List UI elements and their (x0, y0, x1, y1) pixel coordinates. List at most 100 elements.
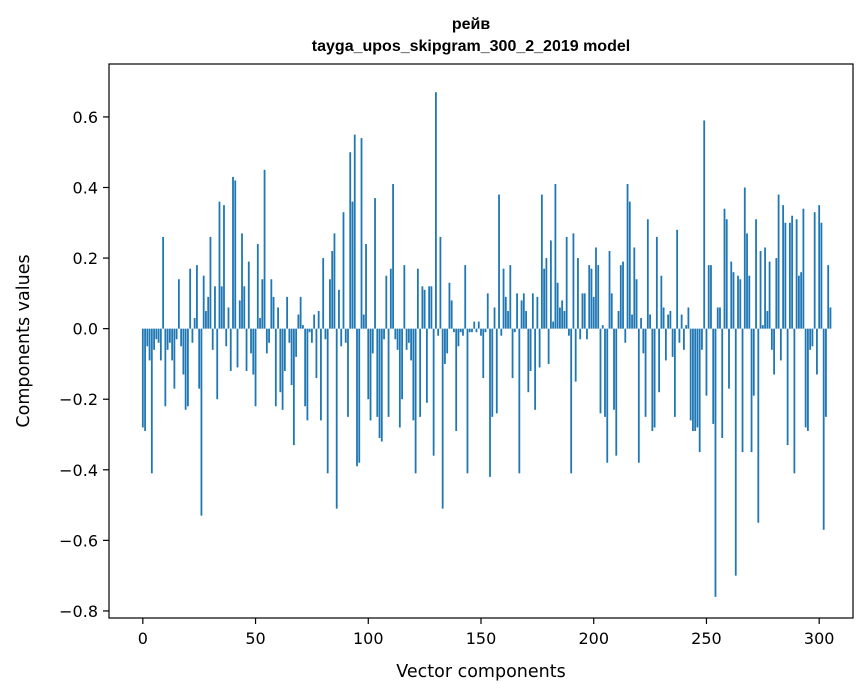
bar-96 (358, 328, 361, 463)
bar-205 (604, 328, 606, 417)
bar-86 (335, 328, 338, 509)
bar-19 (184, 328, 187, 410)
bar-142 (462, 328, 464, 336)
bar-56 (268, 328, 270, 343)
bar-298 (813, 212, 816, 329)
bar-16 (177, 279, 180, 329)
bar-44 (241, 233, 243, 329)
bar-254 (714, 328, 717, 597)
bar-93 (351, 201, 354, 329)
bar-277 (766, 311, 769, 329)
bar-151 (482, 328, 485, 379)
bar-77 (315, 328, 318, 379)
bar-143 (464, 265, 467, 329)
bar-296 (809, 328, 812, 350)
bar-228 (655, 236, 658, 329)
bar-109 (387, 328, 390, 417)
bar-299 (816, 328, 818, 375)
bar-153 (486, 293, 489, 329)
bar-2 (146, 328, 149, 347)
bar-33 (216, 328, 219, 400)
bar-31 (211, 328, 214, 350)
bar-66 (290, 328, 293, 386)
chart-subtitle: tayga_upos_skipgram_300_2_2019 model (312, 38, 630, 55)
bar-300 (818, 205, 821, 329)
bar-59 (274, 328, 277, 407)
bar-180 (547, 328, 550, 364)
bar-275 (761, 325, 764, 329)
bar-210 (615, 328, 618, 456)
bar-223 (644, 328, 647, 417)
bar-75 (311, 328, 313, 343)
bar-4 (150, 328, 153, 474)
bar-39 (229, 328, 232, 371)
bar-214 (624, 328, 627, 343)
bar-168 (520, 300, 523, 329)
bar-186 (561, 300, 564, 329)
bar-247 (698, 328, 701, 453)
bar-12 (168, 328, 171, 343)
bar-171 (527, 328, 530, 393)
bar-218 (633, 247, 636, 329)
bar-188 (565, 236, 568, 329)
bar-200 (592, 296, 595, 329)
bar-181 (549, 240, 552, 329)
bar-67 (292, 328, 295, 446)
bar-99 (365, 243, 367, 329)
y-tick-label: −0.8 (59, 602, 98, 621)
bar-250 (705, 328, 708, 396)
y-tick-label: 0.0 (73, 320, 98, 339)
bars-group (141, 92, 832, 597)
bar-115 (401, 328, 403, 400)
bar-7 (157, 328, 160, 343)
bar-270 (750, 328, 753, 453)
bar-158 (498, 194, 500, 329)
bar-243 (689, 328, 692, 421)
bar-82 (326, 328, 329, 474)
bar-43 (238, 300, 241, 329)
bar-258 (723, 208, 726, 329)
bar-293 (802, 208, 805, 329)
bar-125 (423, 289, 426, 329)
bar-213 (622, 261, 624, 329)
bar-235 (671, 328, 674, 357)
bar-266 (741, 328, 744, 453)
bar-287 (788, 222, 791, 329)
bar-139 (455, 328, 458, 431)
bar-134 (444, 328, 446, 364)
bar-263 (734, 328, 737, 576)
bar-282 (777, 194, 780, 329)
bar-147 (473, 321, 476, 329)
bar-100 (367, 328, 370, 400)
bar-8 (159, 328, 162, 361)
bar-21 (189, 268, 192, 329)
y-tick-label: 0.2 (73, 249, 98, 268)
bar-261 (730, 261, 733, 329)
bar-112 (394, 328, 397, 340)
bar-183 (554, 183, 557, 329)
bar-54 (263, 169, 266, 329)
bar-292 (800, 272, 803, 329)
bar-284 (782, 205, 785, 329)
bar-24 (196, 265, 198, 329)
y-axis: −0.8 −0.6 −0.4 −0.2 0.0 0.2 0.4 0.6 (59, 108, 109, 621)
bar-123 (419, 328, 422, 417)
x-tick-label: 250 (691, 629, 722, 648)
bar-294 (804, 328, 807, 428)
bar-269 (748, 275, 751, 329)
bar-160 (502, 268, 505, 329)
bar-178 (543, 268, 546, 329)
bar-85 (333, 233, 336, 329)
bar-209 (613, 328, 615, 410)
bar-272 (755, 219, 757, 329)
bar-251 (707, 265, 710, 329)
bar-230 (660, 275, 663, 329)
bar-248 (701, 328, 703, 350)
bar-57 (270, 279, 273, 329)
bar-137 (450, 300, 453, 329)
bar-267 (743, 187, 746, 329)
bar-283 (779, 328, 782, 361)
bar-174 (534, 328, 537, 410)
bar-176 (538, 328, 541, 368)
bar-140 (457, 328, 460, 347)
